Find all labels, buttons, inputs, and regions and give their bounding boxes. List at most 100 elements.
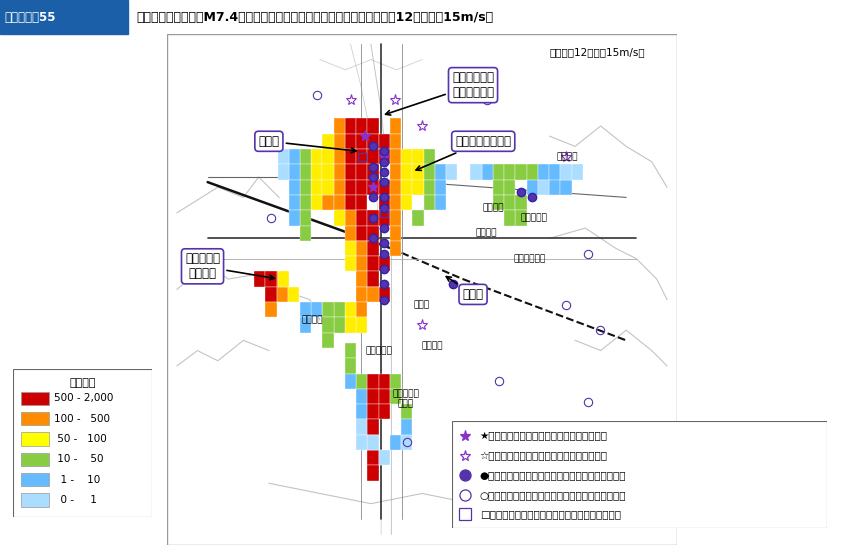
Text: 10 -    50: 10 - 50 [54, 454, 104, 464]
Text: □世界遺産：一般の建物の焼失があるメッシュ内: □世界遺産：一般の建物の焼失があるメッシュ内 [479, 509, 620, 519]
Bar [356, 241, 367, 256]
Bar [413, 149, 424, 164]
Bar [300, 195, 311, 210]
Bar [278, 272, 289, 287]
Bar [265, 287, 277, 302]
Bar [322, 195, 333, 210]
Bar [311, 179, 322, 195]
Bar [322, 149, 333, 164]
Text: 善波多神社
藁福寺: 善波多神社 藁福寺 [392, 389, 419, 409]
Bar [311, 302, 322, 317]
Bar [527, 164, 538, 179]
Bar [379, 195, 390, 210]
Bar [367, 210, 379, 225]
Bar [322, 179, 333, 195]
Text: 50 -   100: 50 - 100 [54, 434, 107, 444]
Text: 旧伊藤家住宅: 旧伊藤家住宅 [513, 254, 545, 263]
Bar [356, 210, 367, 225]
Bar [333, 195, 345, 210]
Bar [367, 404, 379, 420]
Bar [356, 164, 367, 179]
Text: 清水寺: 清水寺 [446, 277, 484, 301]
Bar [367, 226, 379, 241]
Bar [311, 302, 322, 317]
Bar [277, 272, 288, 287]
Bar [300, 210, 311, 225]
Bar [356, 179, 367, 195]
Bar [401, 164, 413, 179]
Bar [311, 164, 322, 179]
Bar [379, 373, 390, 389]
Bar [322, 317, 333, 333]
Bar [390, 434, 401, 450]
Bar [482, 164, 493, 179]
Text: ★国宝：一般の建物の焼失があるメッシュ内: ★国宝：一般の建物の焼失があるメッシュ内 [479, 431, 608, 441]
Bar [356, 195, 367, 210]
Bar [311, 149, 322, 164]
Bar [504, 179, 516, 195]
Bar [379, 287, 390, 302]
Bar [390, 195, 401, 210]
Text: 図２－３－55: 図２－３－55 [4, 10, 56, 24]
Bar [549, 164, 560, 179]
Bar [345, 317, 356, 333]
Bar [21, 473, 49, 486]
Bar [390, 149, 401, 164]
Text: 500 - 2,000: 500 - 2,000 [54, 393, 114, 403]
Bar [345, 195, 356, 210]
Bar [356, 241, 367, 256]
Bar [345, 179, 356, 195]
Bar [435, 164, 446, 179]
Bar [265, 302, 277, 317]
Bar [424, 195, 435, 210]
Bar [401, 404, 413, 420]
Bar [367, 434, 379, 450]
Text: ○重要文化財：一般の建物の焼失があるメッシュ外: ○重要文化財：一般の建物の焼失があるメッシュ外 [479, 490, 626, 500]
Bar [379, 210, 390, 225]
Bar [356, 389, 367, 404]
Bar [379, 179, 390, 195]
Bar [549, 179, 560, 195]
Bar [254, 272, 265, 287]
Bar [424, 179, 435, 195]
Bar [367, 389, 379, 404]
Bar [367, 241, 379, 256]
Bar [333, 210, 345, 225]
Text: 和田神社: 和田神社 [483, 203, 504, 212]
Bar [367, 149, 379, 164]
Text: ☆国宝：一般の建物の焼失があるメッシュ外: ☆国宝：一般の建物の焼失があるメッシュ外 [479, 451, 608, 461]
Bar [300, 302, 311, 317]
Bar [333, 317, 345, 333]
Bar [413, 210, 424, 225]
Bar [21, 412, 49, 425]
Bar [345, 210, 356, 225]
Bar [504, 195, 516, 210]
Bar [356, 373, 367, 389]
Bar [401, 434, 413, 450]
Bar [322, 134, 333, 149]
Text: 二条城: 二条城 [258, 135, 356, 153]
Bar [289, 210, 300, 225]
Bar [516, 164, 527, 179]
Text: 御香宮神社: 御香宮神社 [365, 346, 392, 355]
Text: 0 -     1: 0 - 1 [54, 495, 97, 505]
Bar [424, 149, 435, 164]
Bar [527, 179, 538, 195]
Bar [289, 149, 300, 164]
Bar [470, 164, 482, 179]
Bar [356, 272, 367, 287]
Bar [345, 241, 356, 256]
Bar [379, 450, 390, 465]
Bar [390, 118, 401, 134]
Bar [390, 226, 401, 241]
Bar [356, 302, 367, 317]
Text: 安楽寿院: 安楽寿院 [301, 315, 323, 324]
Bar [379, 149, 390, 164]
Bar [379, 404, 390, 420]
Bar [367, 287, 379, 302]
Bar [538, 164, 549, 179]
Bar [367, 465, 379, 481]
Bar [390, 134, 401, 149]
Bar [345, 149, 356, 164]
Bar [289, 179, 300, 195]
